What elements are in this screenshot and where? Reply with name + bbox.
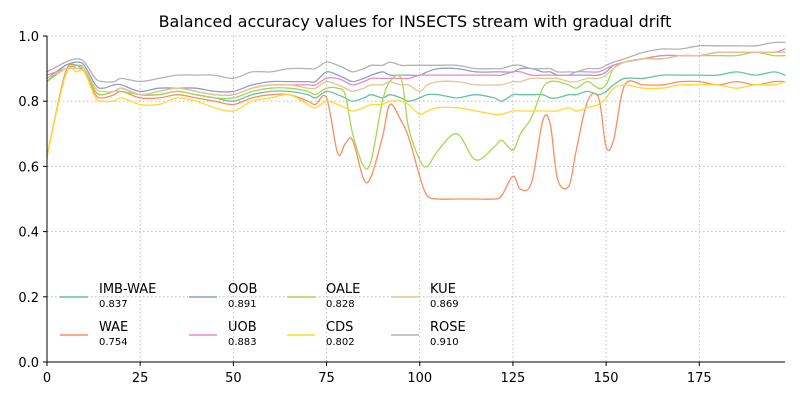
- legend-value: 0.891: [228, 299, 257, 310]
- gridlines: [46, 35, 785, 363]
- series-line-wae: [46, 63, 786, 200]
- y-tick-label: 0.8: [18, 95, 39, 110]
- x-tick-label: 75: [318, 371, 335, 386]
- legend-value: 0.837: [99, 299, 128, 310]
- series-lines: [46, 41, 786, 200]
- series-line-kue: [46, 51, 786, 96]
- legend-item-kue: KUE 0.869: [391, 282, 459, 310]
- legend-item-imb-wae: IMB-WAE 0.837: [60, 282, 156, 310]
- legend-label: KUE: [430, 282, 456, 297]
- legend-value: 0.910: [430, 337, 459, 348]
- series-line-cds: [46, 67, 786, 158]
- legend-item-cds: CDS 0.802: [287, 320, 355, 348]
- legend-item-rose: ROSE 0.910: [391, 320, 466, 348]
- legend-item-wae: WAE 0.754: [60, 320, 128, 348]
- series-line-rose: [46, 41, 786, 83]
- y-tick-label: 0.0: [18, 356, 39, 371]
- y-tick-label: 0.4: [18, 226, 39, 241]
- legend-label: OOB: [228, 282, 257, 297]
- legend-value: 0.883: [228, 337, 257, 348]
- legend-label: ROSE: [430, 320, 466, 335]
- x-tick-label: 100: [407, 371, 432, 386]
- axes: 0 25 50 75 100 125 150 175 0.0 0.2 0.4 0.6 0.8 1.0: [18, 30, 785, 386]
- legend-value: 0.802: [326, 337, 355, 348]
- legend-value: 0.869: [430, 299, 459, 310]
- legend: IMB-WAE 0.837 WAE 0.754 OOB 0.891 UOB 0.883 OALE…: [60, 282, 466, 348]
- x-tick-label: 50: [225, 371, 242, 386]
- y-tick-label: 1.0: [18, 30, 39, 45]
- x-tick-label: 125: [500, 371, 525, 386]
- x-tick-label: 150: [594, 371, 619, 386]
- chart-title: Balanced accuracy values for INSECTS str…: [159, 12, 672, 31]
- y-tick-label: 0.2: [18, 291, 39, 306]
- legend-label: OALE: [326, 282, 360, 297]
- x-tick-label: 25: [132, 371, 149, 386]
- legend-label: WAE: [99, 320, 128, 335]
- legend-value: 0.754: [99, 337, 128, 348]
- legend-item-oob: OOB 0.891: [189, 282, 257, 310]
- legend-value: 0.828: [326, 299, 355, 310]
- legend-item-oale: OALE 0.828: [287, 282, 360, 310]
- legend-label: IMB-WAE: [99, 282, 156, 297]
- legend-label: UOB: [228, 320, 257, 335]
- legend-label: CDS: [326, 320, 353, 335]
- legend-item-uob: UOB 0.883: [189, 320, 257, 348]
- x-tick-label: 0: [43, 371, 51, 386]
- x-tick-label: 175: [687, 371, 712, 386]
- y-tick-label: 0.6: [18, 160, 39, 175]
